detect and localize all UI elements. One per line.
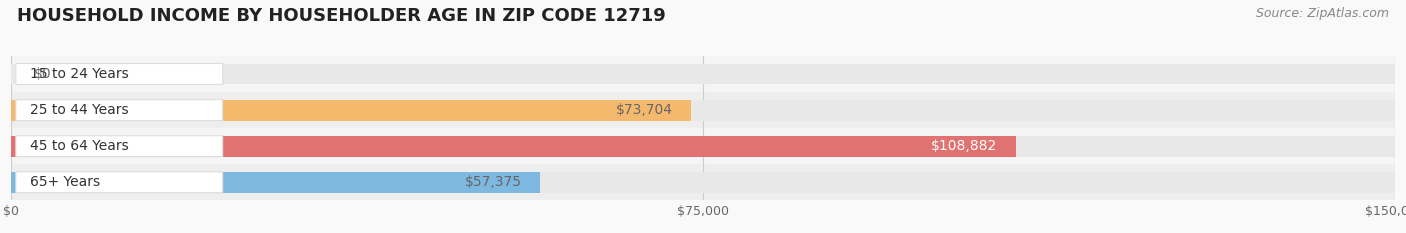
Bar — [11, 136, 1015, 157]
Text: $57,375: $57,375 — [465, 175, 522, 189]
FancyBboxPatch shape — [15, 136, 222, 157]
Text: 15 to 24 Years: 15 to 24 Years — [30, 67, 128, 81]
Bar — [11, 92, 1395, 128]
FancyBboxPatch shape — [15, 100, 222, 120]
Text: 65+ Years: 65+ Years — [30, 175, 100, 189]
Text: 45 to 64 Years: 45 to 64 Years — [30, 139, 128, 153]
Bar — [11, 100, 690, 120]
Bar — [11, 100, 1395, 120]
Text: $0: $0 — [34, 67, 52, 81]
FancyBboxPatch shape — [15, 172, 222, 193]
Bar — [11, 64, 1395, 84]
Bar — [11, 172, 1395, 193]
Text: Source: ZipAtlas.com: Source: ZipAtlas.com — [1256, 7, 1389, 20]
Bar — [11, 136, 1395, 157]
Bar — [11, 172, 540, 193]
Bar — [11, 128, 1395, 164]
Text: 25 to 44 Years: 25 to 44 Years — [30, 103, 128, 117]
FancyBboxPatch shape — [15, 64, 222, 84]
Bar — [11, 164, 1395, 200]
Text: $73,704: $73,704 — [616, 103, 672, 117]
Text: $108,882: $108,882 — [931, 139, 997, 153]
Bar — [11, 56, 1395, 92]
Text: HOUSEHOLD INCOME BY HOUSEHOLDER AGE IN ZIP CODE 12719: HOUSEHOLD INCOME BY HOUSEHOLDER AGE IN Z… — [17, 7, 665, 25]
